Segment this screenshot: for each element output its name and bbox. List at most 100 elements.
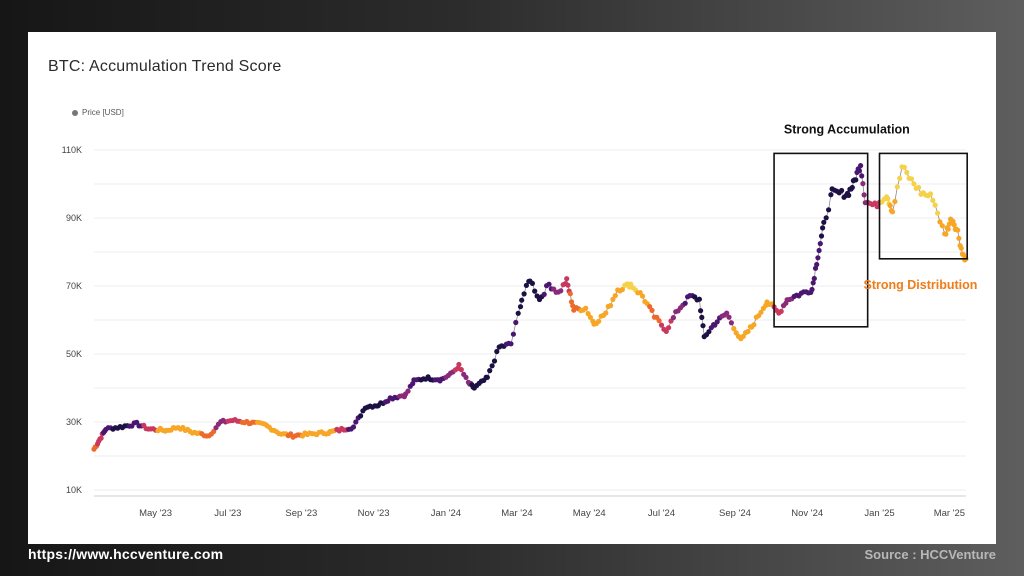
price-point (656, 318, 662, 324)
price-point (564, 276, 570, 282)
price-point (820, 225, 826, 231)
price-point (930, 197, 936, 203)
price-point (897, 175, 903, 181)
source-credit: Source : HCCVenture (864, 547, 996, 562)
price-point (861, 192, 867, 198)
price-point (696, 296, 703, 302)
price-point (565, 282, 571, 288)
price-point (491, 358, 498, 364)
annotation-label: Strong Distribution (864, 278, 978, 292)
price-point (649, 307, 655, 313)
price-point (894, 184, 900, 190)
legend[interactable]: Price [USD] (72, 108, 124, 117)
price-point (853, 177, 859, 183)
price-point (568, 299, 575, 305)
price-point (484, 374, 490, 380)
price-point (945, 226, 951, 232)
price-point (456, 361, 462, 368)
price-point (815, 255, 821, 261)
price-point (546, 281, 552, 287)
price-point (939, 223, 945, 229)
price-point (943, 231, 949, 237)
price-point (810, 280, 816, 286)
price-point (958, 245, 964, 251)
y-tick-label: 50K (66, 349, 82, 359)
price-point (858, 163, 864, 169)
x-tick-label: Jul '23 (214, 508, 241, 519)
price-point (821, 219, 827, 225)
price-point (892, 198, 898, 205)
price-point (904, 169, 910, 176)
price-point (405, 388, 411, 394)
price-point (860, 181, 866, 187)
price-point (809, 286, 815, 293)
price-point (699, 314, 705, 320)
price-point (714, 319, 720, 325)
price-point (353, 419, 359, 425)
price-point (846, 192, 852, 198)
price-point (778, 308, 784, 314)
price-point (911, 181, 917, 187)
chart-card: BTC: Accumulation Trend Score Price [USD… (28, 32, 996, 544)
price-point (758, 309, 764, 315)
price-point (823, 215, 829, 221)
price-point (889, 209, 896, 215)
price-point (458, 367, 464, 373)
price-point (908, 176, 915, 182)
x-tick-label: Mar '25 (934, 508, 965, 519)
price-point (932, 202, 938, 208)
y-tick-label: 10K (66, 485, 82, 495)
price-point (494, 348, 500, 355)
price-point (610, 296, 616, 302)
x-tick-label: May '23 (139, 508, 172, 519)
x-tick-label: Nov '24 (791, 508, 823, 519)
price-point (508, 341, 514, 347)
annotation-label: Strong Accumulation (784, 122, 910, 136)
price-point (818, 233, 825, 239)
price-point (603, 310, 609, 316)
price-point (463, 374, 469, 380)
price-point (640, 293, 646, 299)
price-point (901, 164, 908, 170)
x-tick-label: Sep '24 (719, 508, 751, 519)
price-point (724, 310, 730, 316)
price-point (814, 261, 820, 268)
price-point (817, 241, 823, 247)
price-point (541, 291, 547, 297)
x-tick-label: Jan '24 (431, 508, 461, 519)
price-point (839, 187, 845, 194)
x-tick-label: Sep '23 (285, 508, 317, 519)
price-point (558, 288, 564, 294)
price-point (523, 282, 529, 288)
x-tick-label: Nov '23 (358, 508, 390, 519)
price-point (826, 207, 832, 213)
price-point (916, 184, 922, 191)
x-tick-label: Jul '24 (648, 508, 675, 519)
price-point (682, 300, 688, 306)
price-point (517, 304, 524, 310)
x-tick-label: Jan '25 (864, 508, 894, 519)
price-point (658, 322, 665, 328)
price-point (211, 428, 217, 435)
price-point (927, 191, 934, 197)
price-point (698, 308, 704, 314)
price-point (726, 314, 732, 320)
price-point (596, 318, 602, 324)
price-point (487, 368, 493, 374)
price-point (670, 315, 677, 321)
price-point (706, 329, 712, 335)
price-point (828, 192, 834, 198)
price-point (751, 322, 757, 328)
website-url[interactable]: https://www.hccventure.com (28, 546, 224, 562)
price-point (666, 325, 672, 331)
price-point (608, 303, 614, 309)
price-chart: 110K 90K 70K 50K 30K 10K May '23 Jul '23 Sep '2… (62, 122, 978, 519)
price-point (515, 310, 521, 316)
y-tick-label: 90K (66, 213, 82, 223)
price-line (93, 165, 967, 450)
price-point (510, 331, 516, 337)
price-point (583, 305, 589, 311)
price-point (856, 168, 863, 174)
price-point (587, 314, 594, 320)
price-point (935, 210, 941, 216)
